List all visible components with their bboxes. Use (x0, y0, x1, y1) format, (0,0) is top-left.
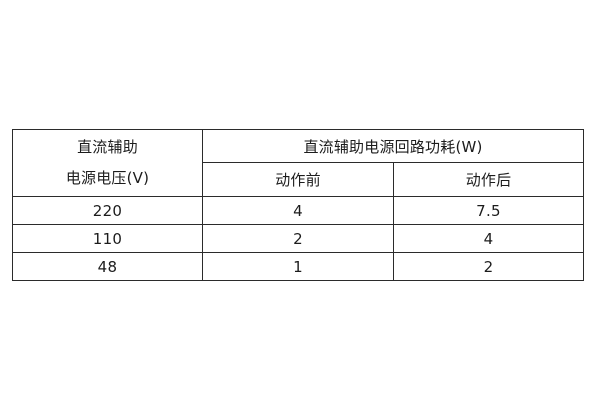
table-header: 直流辅助 电源电压(V) 直流辅助电源回路功耗(W) 动作前 动作后 (12, 129, 585, 197)
header-before-action: 动作前 (202, 162, 394, 197)
header-after-action: 动作后 (392, 162, 585, 197)
header-power-group: 直流辅助电源回路功耗(W) (201, 129, 585, 163)
cell-voltage: 220 (12, 196, 203, 225)
header-voltage-stub-line1: 直流辅助 (77, 138, 138, 156)
cell-voltage: 48 (12, 252, 203, 281)
cell-before: 2 (202, 224, 394, 253)
cell-voltage: 110 (12, 224, 203, 253)
header-row-group: 直流辅助 电源电压(V) 直流辅助电源回路功耗(W) (12, 129, 585, 197)
cell-after: 2 (392, 252, 585, 281)
header-row-sub: 动作前 动作后 (13, 162, 585, 197)
header-voltage-stub: 直流辅助 电源电压(V) (12, 129, 203, 197)
cell-before: 1 (202, 252, 394, 281)
cell-after: 7.5 (392, 196, 585, 225)
table-row: 110 2 4 (12, 224, 585, 253)
table-row: 48 1 2 (12, 252, 585, 281)
power-consumption-table: 直流辅助 电源电压(V) 直流辅助电源回路功耗(W) 动作前 动作后 220 4… (12, 129, 585, 281)
table-row: 220 4 7.5 (12, 196, 585, 225)
header-voltage-stub-line2: 电源电压(V) (65, 169, 150, 187)
cell-after: 4 (392, 224, 585, 253)
cell-before: 4 (202, 196, 394, 225)
table-body: 220 4 7.5 110 2 4 48 1 2 (12, 196, 585, 281)
